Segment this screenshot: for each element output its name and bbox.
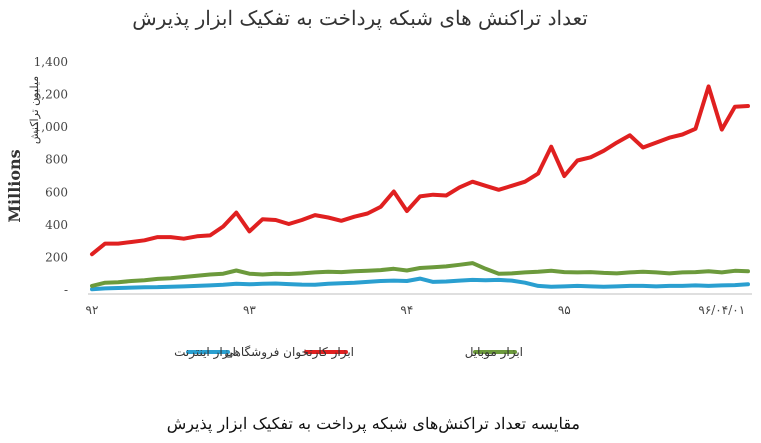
x-tick-label: ۹۳ [243,303,256,317]
y-tick-label: 400 [45,218,68,232]
x-tick-label: ۹۲ [86,303,99,317]
y-axis-label: Millions [5,149,24,222]
y-tick-label: 1,000 [34,120,68,134]
chart-caption: مقایسه تعداد تراکنش‌های شبکه پرداخت به ت… [166,414,580,433]
y-tick-label: 1,200 [34,88,68,102]
y-tick-label: - [64,283,68,297]
y-tick-label: 600 [45,185,68,199]
legend-label: ابزار موبایل [465,345,523,360]
y-tick-label: 800 [45,153,68,167]
legend-label: ابزار اینترنت [174,345,236,360]
legend-label: ابزار کارتخوان فروشگاهی [225,345,354,360]
y-tick-label: 1,400 [34,55,68,69]
series-line-1 [90,261,750,288]
series-line-2 [90,276,750,292]
series-line-0 [90,84,750,257]
y-axis-label-fa: میلیون تراکنش [28,76,41,144]
x-tick-label: ۹۵ [558,303,571,317]
x-tick-label: ۹۶/۰۴/۰۱ [698,303,745,317]
y-tick-label: 200 [45,250,68,264]
x-tick-label: ۹۴ [400,303,413,317]
chart-title: تعداد تراکنش های شبکه پرداخت به تفکیک اب… [132,6,588,30]
